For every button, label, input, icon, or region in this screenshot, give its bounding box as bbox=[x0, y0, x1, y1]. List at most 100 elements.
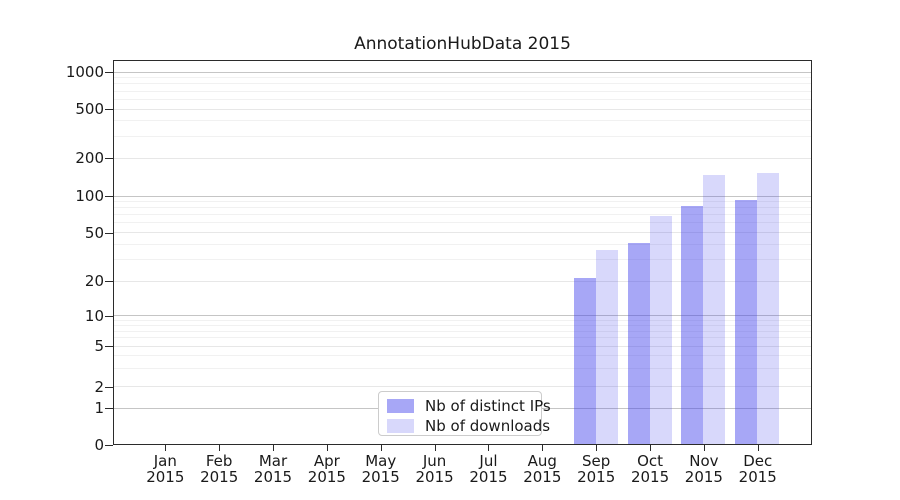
x-tick-month: Aug bbox=[527, 452, 557, 470]
bar-distinct-ips bbox=[573, 278, 596, 445]
y-tick-mark bbox=[105, 109, 113, 110]
bar-downloads bbox=[649, 215, 672, 445]
x-tick-mark bbox=[596, 445, 598, 451]
y-tick-mark bbox=[105, 72, 113, 73]
gridline bbox=[113, 157, 812, 159]
bar-distinct-ips bbox=[735, 199, 758, 445]
x-tick-label: Aug 2015 bbox=[515, 453, 569, 485]
gridline-major bbox=[113, 195, 812, 197]
y-tick-mark bbox=[105, 232, 113, 234]
gridline bbox=[113, 386, 812, 387]
y-tick-mark bbox=[105, 346, 113, 347]
x-tick-year: 2015 bbox=[469, 468, 508, 486]
x-tick-label: Feb 2015 bbox=[192, 453, 246, 485]
x-tick-mark bbox=[326, 445, 328, 451]
y-tick-mark bbox=[105, 158, 113, 159]
gridline-minor bbox=[113, 83, 812, 85]
x-tick-label: Sep 2015 bbox=[569, 453, 623, 485]
bar-downloads bbox=[757, 173, 780, 445]
x-tick-mark bbox=[380, 445, 382, 451]
bar-downloads bbox=[703, 174, 726, 445]
x-tick-year: 2015 bbox=[146, 468, 185, 486]
gridline-minor bbox=[113, 324, 812, 326]
x-tick-month: Jun bbox=[422, 452, 447, 470]
x-tick-mark bbox=[165, 445, 167, 451]
x-tick-month: Feb bbox=[205, 452, 233, 470]
legend-label-downloads: Nb of downloads bbox=[425, 417, 551, 435]
gridline-minor bbox=[113, 337, 812, 339]
x-tick-month: Oct bbox=[637, 452, 663, 470]
y-tick-mark bbox=[105, 386, 113, 388]
x-tick-month: Jul bbox=[479, 452, 498, 470]
x-tick-mark bbox=[434, 445, 436, 451]
gridline-minor bbox=[113, 77, 812, 79]
gridline-minor bbox=[113, 98, 812, 100]
x-tick-mark bbox=[542, 445, 544, 451]
bar-downloads bbox=[595, 249, 618, 445]
legend-item-downloads: Nb of downloads bbox=[387, 417, 550, 435]
y-tick-label: 50 bbox=[84, 223, 104, 242]
gridline-major bbox=[113, 71, 812, 73]
gridline-minor bbox=[113, 120, 812, 122]
chart-title: AnnotationHubData 2015 bbox=[354, 34, 571, 54]
y-tick-mark bbox=[105, 408, 113, 409]
x-tick-year: 2015 bbox=[307, 468, 346, 486]
gridline-minor bbox=[113, 355, 812, 357]
x-tick-label: May 2015 bbox=[354, 453, 408, 485]
gridline-minor bbox=[113, 222, 812, 224]
x-tick-label: Oct 2015 bbox=[623, 453, 677, 485]
x-tick-year: 2015 bbox=[361, 468, 400, 486]
gridline-minor bbox=[113, 259, 812, 261]
bar-distinct-ips bbox=[681, 205, 704, 445]
x-tick-label: Jan 2015 bbox=[138, 453, 192, 485]
x-tick-month: Mar bbox=[258, 452, 288, 470]
legend-swatch-downloads bbox=[387, 419, 414, 433]
y-tick-label: 200 bbox=[75, 149, 104, 167]
gridline-minor bbox=[113, 214, 812, 216]
x-tick-year: 2015 bbox=[415, 468, 454, 486]
legend-swatch-distinct-ips bbox=[387, 399, 414, 413]
legend-item-distinct-ips: Nb of distinct IPs bbox=[387, 397, 551, 415]
x-tick-year: 2015 bbox=[523, 468, 562, 486]
legend: Nb of distinct IPs Nb of downloads bbox=[378, 391, 551, 436]
y-tick-mark bbox=[105, 196, 113, 197]
x-tick-mark bbox=[488, 445, 490, 451]
x-tick-year: 2015 bbox=[738, 468, 777, 486]
x-tick-mark bbox=[650, 445, 652, 451]
gridline-minor bbox=[113, 243, 812, 245]
y-tick-mark bbox=[105, 281, 113, 282]
y-tick-label: 500 bbox=[75, 100, 104, 118]
x-tick-month: Nov bbox=[689, 452, 719, 470]
x-tick-label: Nov 2015 bbox=[677, 453, 731, 485]
y-tick-label: 10 bbox=[84, 306, 104, 325]
gridline-minor bbox=[113, 201, 812, 203]
x-tick-year: 2015 bbox=[200, 468, 239, 486]
gridline bbox=[113, 108, 812, 110]
x-tick-month: Jan bbox=[153, 452, 177, 470]
gridline-minor bbox=[113, 207, 812, 209]
y-tick-label: 20 bbox=[84, 272, 104, 290]
x-tick-mark bbox=[219, 445, 221, 451]
gridline-minor bbox=[113, 135, 812, 137]
y-tick-label: 1000 bbox=[65, 63, 104, 81]
x-tick-label: Apr 2015 bbox=[300, 453, 354, 485]
gridline bbox=[113, 280, 812, 282]
x-tick-year: 2015 bbox=[684, 468, 723, 486]
gridline-minor bbox=[113, 330, 812, 332]
bar-distinct-ips bbox=[627, 243, 650, 445]
x-tick-mark bbox=[703, 445, 705, 451]
x-tick-year: 2015 bbox=[630, 468, 670, 486]
x-tick-month: Sep bbox=[582, 452, 611, 470]
x-tick-mark bbox=[273, 445, 275, 451]
gridline-minor bbox=[113, 319, 812, 321]
gridline-major bbox=[113, 315, 812, 316]
x-tick-month: May bbox=[365, 452, 397, 470]
legend-label-distinct-ips: Nb of distinct IPs bbox=[425, 397, 551, 415]
x-tick-month: Dec bbox=[743, 452, 773, 470]
x-tick-label: Dec 2015 bbox=[731, 453, 785, 485]
plot-area bbox=[113, 60, 812, 445]
y-tick-label: 1 bbox=[94, 399, 104, 417]
x-tick-month: Apr bbox=[313, 452, 340, 470]
y-tick-label: 5 bbox=[94, 337, 104, 355]
